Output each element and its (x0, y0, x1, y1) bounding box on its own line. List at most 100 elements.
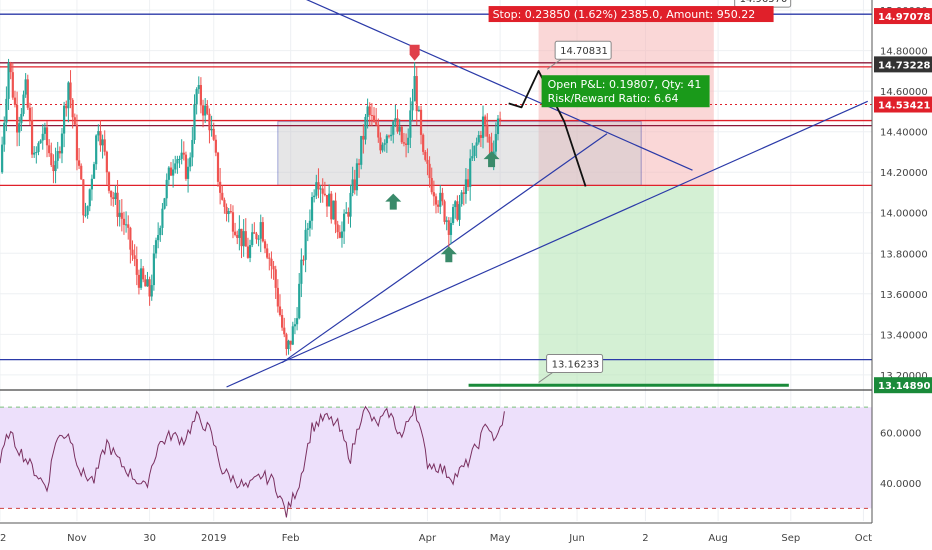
candle-body (63, 105, 66, 134)
candle-body (424, 151, 427, 160)
rsi-series-line (0, 405, 505, 518)
consolidation-range-box[interactable] (277, 121, 642, 186)
up-arrow-marker[interactable] (440, 246, 457, 263)
up-arrow-marker[interactable] (483, 151, 500, 168)
candle-body (219, 181, 222, 193)
candle-body (208, 113, 211, 131)
candle-body (26, 79, 29, 108)
candle-body (366, 106, 369, 117)
candle-body (360, 135, 363, 165)
candle-body (154, 240, 158, 254)
candle-body (236, 234, 239, 238)
pnl-label: Open P&L: 0.19807, Qty: 41 (548, 78, 702, 91)
candle-body (332, 200, 335, 220)
candle-body (443, 201, 446, 222)
candle-body (323, 193, 326, 196)
candle-body (454, 201, 457, 208)
price-marker-tag[interactable] (874, 377, 932, 394)
candle-body (238, 228, 241, 238)
candle-body (35, 151, 38, 153)
candle-body (458, 204, 461, 220)
candle-body (336, 224, 339, 233)
candle-body (272, 266, 275, 270)
trend-line[interactable] (281, 133, 608, 364)
candle-body (499, 118, 502, 120)
candle-body (347, 212, 350, 217)
candle-body (165, 179, 168, 199)
price-tick-label: 13.80000 (880, 249, 928, 260)
candle-body (430, 177, 433, 193)
candle-body (15, 104, 19, 133)
candle-body (392, 121, 395, 135)
candle-body (434, 196, 438, 205)
candle-body (496, 118, 500, 135)
candle-body (432, 192, 435, 197)
arrow-markers[interactable] (385, 44, 500, 263)
candle-body (473, 145, 476, 157)
price-tick-label: 13.20000 (880, 371, 928, 382)
candle-body (259, 222, 262, 239)
candle-body (131, 249, 134, 256)
candle-body (381, 144, 384, 151)
take-profit-zone[interactable] (538, 185, 714, 386)
candle-body (82, 179, 85, 216)
candle-body (116, 192, 119, 217)
candle-body (293, 324, 297, 327)
candle-body (415, 76, 418, 112)
candle-body (231, 212, 235, 232)
horizontal-levels[interactable] (0, 13, 872, 387)
candle-body (379, 137, 382, 151)
short-position-tool[interactable] (538, 16, 714, 386)
candle-body (334, 200, 337, 225)
candle-body (206, 105, 209, 114)
time-axis[interactable]: 2 Nov 30 2019 Feb Apr May Jun 2 Aug Sep Oct (0, 522, 872, 544)
time-tick-label: 2019 (201, 533, 226, 544)
candle-body (246, 246, 250, 258)
candle-body (80, 165, 83, 180)
candle-body (394, 118, 397, 122)
candle-body (355, 163, 359, 191)
candle-body (300, 259, 303, 284)
candle-body (212, 128, 215, 140)
rsi-tick-label: 40.0000 (880, 479, 921, 490)
candle-body (52, 165, 55, 172)
trend-line[interactable] (184, 0, 693, 171)
candle-body (287, 340, 290, 350)
candle-body (441, 192, 444, 202)
rsi-band-fill (0, 407, 872, 509)
candle-body (176, 159, 179, 164)
price-axis[interactable]: 13.20000 13.40000 13.60000 13.80000 14.00000… (871, 0, 932, 550)
candle-body (127, 224, 130, 228)
stop-label: Stop: 0.23850 (1.62%) 2385.0, Amount: 95… (493, 8, 756, 21)
candle-body (214, 139, 217, 153)
price-marker-tag[interactable] (874, 8, 932, 25)
candle-body (411, 101, 414, 111)
price-marker-tag[interactable] (874, 96, 932, 113)
candle-body (197, 85, 200, 90)
candle-body (263, 241, 267, 249)
candle-body (390, 134, 393, 137)
projection-path[interactable] (508, 70, 587, 187)
down-arrow-marker[interactable] (409, 44, 420, 61)
candle-body (167, 167, 170, 180)
rsi-tick-label: 60.0000 (880, 428, 921, 439)
time-tick-label: Sep (781, 533, 800, 544)
range-rectangle[interactable] (277, 121, 642, 186)
trend-lines[interactable] (184, 0, 868, 388)
trend-line[interactable] (226, 100, 868, 388)
candle-body (159, 227, 162, 236)
candle-body (86, 206, 89, 215)
projection-curve[interactable] (508, 70, 587, 187)
candlestick-series (1, 58, 502, 356)
candle-body (422, 134, 425, 152)
candle-body (251, 232, 254, 246)
candle-body (169, 167, 173, 176)
candle-body (97, 131, 100, 136)
candle-body (462, 192, 465, 194)
time-tick-label: Jun (568, 533, 585, 544)
up-arrow-marker[interactable] (385, 193, 402, 210)
price-marker-tag[interactable] (874, 56, 932, 73)
time-tick-label: Apr (419, 533, 437, 544)
candle-body (67, 82, 70, 109)
